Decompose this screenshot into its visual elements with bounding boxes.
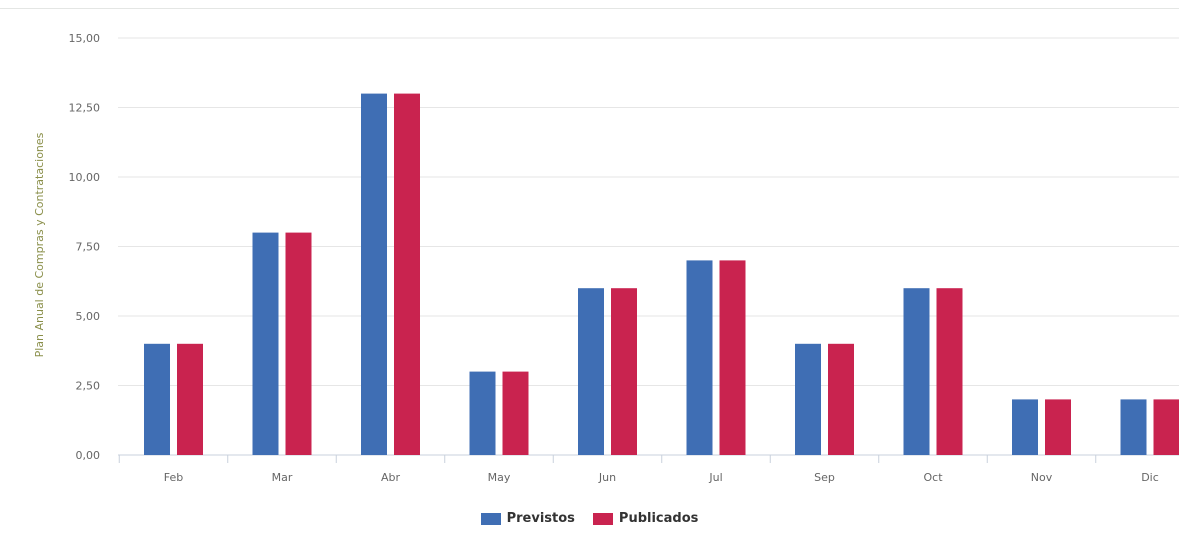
bar-publicados-dic[interactable] <box>1154 399 1179 455</box>
x-tick-label: Sep <box>814 471 835 484</box>
chart-legend: Previstos Publicados <box>0 511 1179 526</box>
legend-label: Publicados <box>619 511 698 526</box>
bar-previstos-may[interactable] <box>470 372 496 455</box>
bar-previstos-nov[interactable] <box>1012 399 1038 455</box>
y-tick-label: 15,00 <box>69 32 101 45</box>
x-tick-label: Abr <box>381 471 401 484</box>
bar-previstos-feb[interactable] <box>144 344 170 455</box>
y-axis-title: Plan Anual de Compras y Contrataciones <box>33 132 46 357</box>
x-tick-label: Jun <box>598 471 616 484</box>
bar-previstos-jun[interactable] <box>578 288 604 455</box>
bar-publicados-sep[interactable] <box>828 344 854 455</box>
bar-publicados-may[interactable] <box>503 372 529 455</box>
bars <box>144 94 1179 455</box>
bar-publicados-abr[interactable] <box>394 94 420 455</box>
bar-publicados-oct[interactable] <box>937 288 963 455</box>
x-tick-label: Feb <box>164 471 183 484</box>
legend-label: Previstos <box>507 511 575 526</box>
bar-publicados-mar[interactable] <box>286 233 312 455</box>
x-axis-ticks: Feb Mar Abr May Jun Jul Sep Oct Nov Dic <box>164 471 1159 484</box>
bar-previstos-abr[interactable] <box>361 94 387 455</box>
bar-publicados-nov[interactable] <box>1045 399 1071 455</box>
y-tick-label: 7,50 <box>76 241 101 254</box>
bar-previstos-jul[interactable] <box>687 260 713 455</box>
bar-publicados-jun[interactable] <box>611 288 637 455</box>
x-tick-label: Nov <box>1031 471 1053 484</box>
x-tick-label: Oct <box>923 471 943 484</box>
y-axis-ticks: 0,00 2,50 5,00 7,50 10,00 12,50 15,00 <box>69 32 101 462</box>
bar-previstos-sep[interactable] <box>795 344 821 455</box>
x-tick-label: Mar <box>272 471 293 484</box>
x-tick-label: Jul <box>708 471 722 484</box>
legend-item-publicados[interactable]: Publicados <box>593 511 698 526</box>
y-tick-label: 5,00 <box>76 310 101 323</box>
bar-previstos-mar[interactable] <box>253 233 279 455</box>
legend-swatch <box>593 513 613 525</box>
y-tick-label: 10,00 <box>69 171 101 184</box>
legend-item-previstos[interactable]: Previstos <box>481 511 575 526</box>
bar-publicados-feb[interactable] <box>177 344 203 455</box>
x-tick-label: May <box>488 471 511 484</box>
x-tick-label: Dic <box>1141 471 1159 484</box>
bar-publicados-jul[interactable] <box>720 260 746 455</box>
y-tick-label: 0,00 <box>76 449 101 462</box>
x-axis <box>118 455 1179 463</box>
y-tick-label: 12,50 <box>69 102 101 115</box>
legend-swatch <box>481 513 501 525</box>
bar-previstos-oct[interactable] <box>904 288 930 455</box>
bar-previstos-dic[interactable] <box>1121 399 1147 455</box>
y-tick-label: 2,50 <box>76 380 101 393</box>
